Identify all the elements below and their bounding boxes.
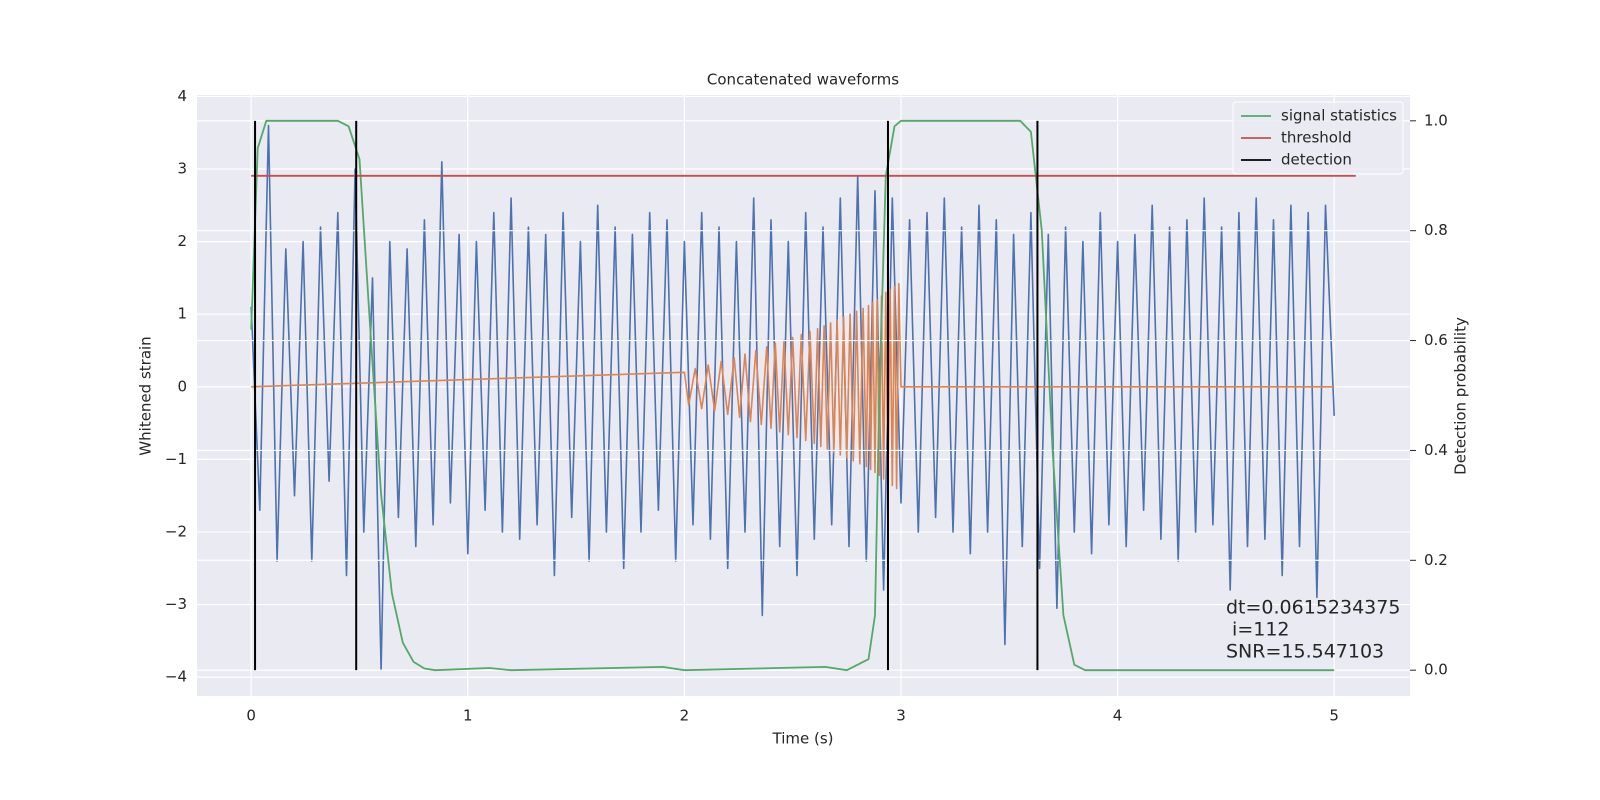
y2-tick-label: 0.6 [1424,331,1448,349]
x-tick-label: 0 [246,707,256,725]
y2-tick-label: 0.8 [1424,221,1448,239]
strain-line [250,124,1335,671]
y-axis-label: Whitened strain [137,336,155,455]
y2-axis-label: Detection probability [1452,317,1470,475]
y-tick-label: −2 [165,522,187,540]
x-tick-label: 2 [680,707,690,725]
y2-tick-label: 0.4 [1424,441,1448,459]
y-tick-label: −1 [165,450,187,468]
y-tick-label: 0 [177,377,187,395]
y2-tick-label: 0.0 [1424,661,1448,679]
x-axis-label: Time (s) [772,730,834,748]
annotation: i=112 [1226,619,1290,641]
annotation: dt=0.0615234375 [1226,597,1400,619]
stat-line [250,119,1335,672]
legend-label: signal statistics [1281,107,1397,125]
y-tick-label: 2 [177,232,187,250]
x-tick-label: 3 [896,707,906,725]
annotation: SNR=15.547103 [1226,641,1384,663]
y2-tick-label: 1.0 [1424,111,1448,129]
legend-box [1232,101,1404,175]
x-tick-label: 5 [1329,707,1339,725]
chart-title: Concatenated waveforms [707,71,899,89]
x-tick-label: 4 [1113,707,1123,725]
y-tick-label: 3 [177,160,187,178]
y-tick-label: −3 [165,595,187,613]
y-tick-label: 1 [177,305,187,323]
legend-label: detection [1281,151,1352,169]
y2-tick-label: 0.2 [1424,551,1448,569]
x-tick-label: 1 [463,707,473,725]
legend-label: threshold [1281,129,1352,147]
y-tick-label: 4 [177,87,187,105]
y-tick-label: −4 [165,668,187,686]
